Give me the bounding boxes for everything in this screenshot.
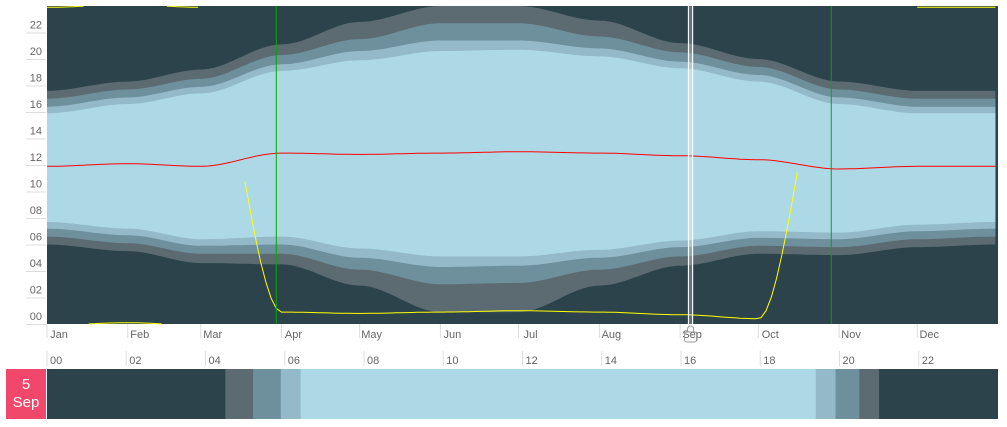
selected-day-band — [687, 6, 694, 324]
y-tick-label: 00 — [30, 311, 42, 323]
month-tick-label: Feb — [130, 329, 149, 341]
daylight-band — [47, 49, 996, 257]
hour-tick-label: 12 — [526, 355, 538, 367]
drag-handle-icon[interactable] — [684, 331, 698, 343]
month-tick-label: Nov — [841, 329, 861, 341]
hour-tick-label: 20 — [843, 355, 855, 367]
hour-tick-label: 18 — [763, 355, 775, 367]
month-axis: Jan Feb Mar Apr May Jun Jul Aug Sep Oct Nov Dec — [46, 324, 940, 341]
selected-day-strip[interactable] — [47, 369, 998, 419]
hour-tick-label: 22 — [922, 355, 934, 367]
y-tick-label: 12 — [30, 152, 42, 164]
solar-noon-line — [47, 151, 996, 170]
month-tick-label: Aug — [602, 329, 622, 341]
month-tick-label: Sep — [682, 329, 702, 341]
hour-tick-label: 14 — [605, 355, 617, 367]
month-tick-label: Mar — [203, 329, 222, 341]
month-tick-label: Jul — [524, 329, 538, 341]
annual-daylight-plot[interactable] — [47, 5, 998, 325]
hour-tick-label: 06 — [288, 355, 300, 367]
y-tick-label: 22 — [30, 20, 42, 32]
hour-tick-label: 16 — [684, 355, 696, 367]
solar-midnight-line — [88, 171, 798, 325]
month-tick-label: May — [361, 329, 382, 341]
hour-tick-label: 02 — [129, 355, 141, 367]
month-tick-label: Oct — [762, 329, 779, 341]
selected-day-marker[interactable] — [684, 6, 698, 343]
y-tick-label: 08 — [30, 205, 42, 217]
hour-axis: 00 02 04 06 08 10 12 14 16 18 20 22 — [26, 20, 46, 325]
y-tick-label: 14 — [30, 126, 42, 138]
month-tick-label: Dec — [919, 329, 939, 341]
month-tick-label: Apr — [285, 329, 302, 341]
month-tick-label: Jan — [50, 329, 68, 341]
daylight-segment — [300, 369, 816, 419]
day-hour-axis: 00 02 04 06 08 10 12 14 16 18 20 22 — [46, 351, 934, 367]
drag-handle-shackle — [687, 325, 695, 332]
y-tick-label: 06 — [30, 232, 42, 244]
selected-date-month: Sep — [12, 394, 40, 411]
hour-tick-label: 00 — [50, 355, 62, 367]
y-tick-label: 10 — [30, 179, 42, 191]
selected-date-badge: 5 Sep — [6, 369, 46, 419]
month-tick-label: Jun — [444, 329, 462, 341]
y-tick-label: 02 — [30, 285, 42, 297]
y-tick-label: 18 — [30, 73, 42, 85]
hour-tick-label: 04 — [209, 355, 221, 367]
y-tick-label: 04 — [30, 258, 42, 270]
y-tick-label: 20 — [30, 46, 42, 58]
selected-date-day: 5 — [21, 376, 31, 393]
solar-midnight-line-top — [47, 5, 996, 8]
hour-tick-label: 08 — [367, 355, 379, 367]
hour-tick-label: 10 — [446, 355, 458, 367]
y-tick-label: 16 — [30, 99, 42, 111]
